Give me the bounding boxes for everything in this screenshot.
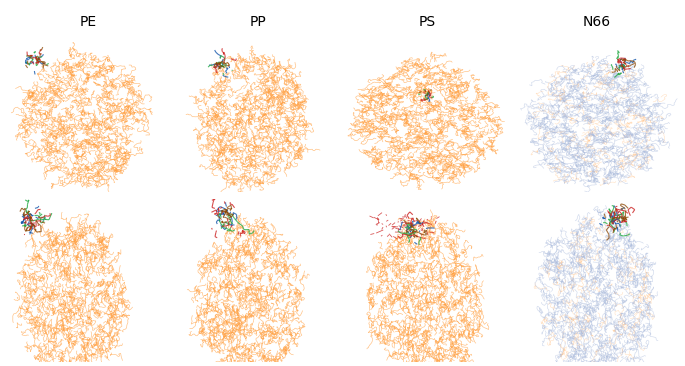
Title: N66: N66 [583,15,611,29]
Title: PS: PS [419,15,436,29]
Title: PP: PP [249,15,266,29]
Title: PE: PE [79,15,97,29]
